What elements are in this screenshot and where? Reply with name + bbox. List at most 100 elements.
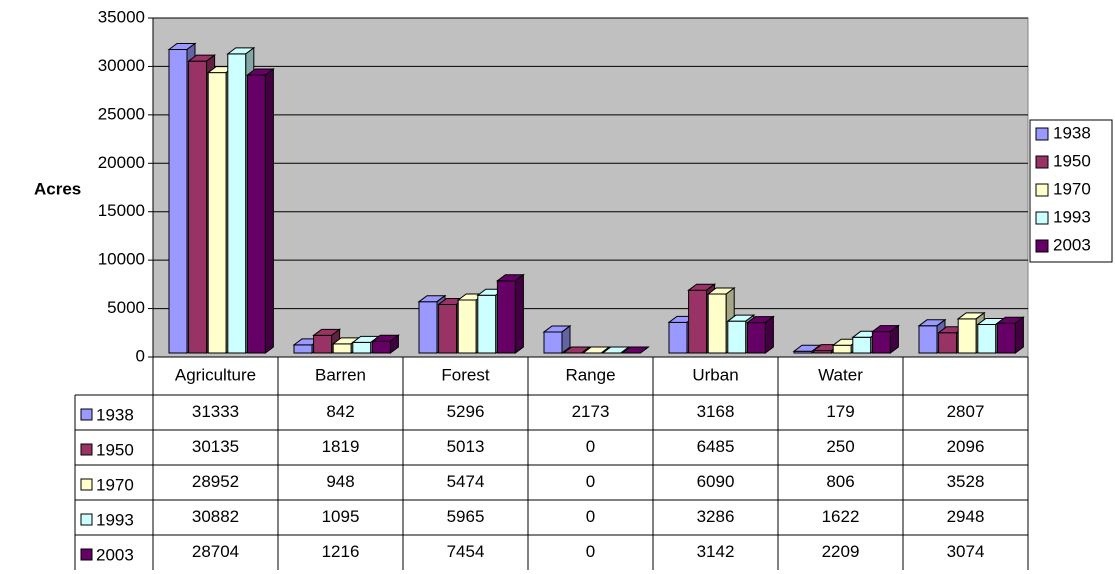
bar-side <box>640 346 649 354</box>
bar-front <box>207 72 227 354</box>
y-tick-label: 5000 <box>107 298 145 317</box>
bar-side <box>600 346 610 354</box>
bar-front <box>496 280 516 354</box>
bar <box>620 346 650 354</box>
bar-side-shade <box>390 335 399 353</box>
table-legend-key <box>80 478 93 491</box>
legend-key <box>1035 155 1049 169</box>
bar-front <box>852 336 872 354</box>
table-legend-key <box>80 513 93 526</box>
bar-front <box>313 334 333 354</box>
table-cell: 0 <box>586 472 595 491</box>
table-cell: 2096 <box>947 437 985 456</box>
bar-front <box>227 53 247 354</box>
bar <box>581 346 611 354</box>
bar-side <box>764 315 774 354</box>
y-axis-label: Acres <box>34 179 81 198</box>
bar-front <box>246 74 266 354</box>
x-tick-label: Urban <box>692 365 738 384</box>
table-cell: 179 <box>826 402 854 421</box>
table-cell: 2173 <box>572 402 610 421</box>
bar-side <box>264 67 274 354</box>
table-cell: 5965 <box>447 507 485 526</box>
plot-wall <box>152 17 1029 358</box>
table-series-name: 1970 <box>96 475 134 494</box>
bar-front <box>918 325 938 354</box>
y-tick-label: 20000 <box>98 153 145 172</box>
bar-side <box>889 324 899 354</box>
bar-front <box>371 340 391 354</box>
bar-front <box>438 303 458 354</box>
table-cell: 28952 <box>192 472 239 491</box>
bar-side <box>514 273 524 354</box>
x-tick-label: Agriculture <box>175 365 256 384</box>
legend-key <box>1035 239 1049 253</box>
table-cell: 3074 <box>947 542 985 561</box>
bar-front <box>938 332 958 354</box>
bar-front <box>352 341 372 354</box>
legend-label: 1938 <box>1053 123 1091 142</box>
table-cell: 6485 <box>697 437 735 456</box>
bar-side-shade <box>1015 317 1024 353</box>
table-cell: 3528 <box>947 472 985 491</box>
table-cell: 0 <box>586 542 595 561</box>
x-tick-label: Water <box>818 365 863 384</box>
bar <box>995 316 1025 354</box>
bar-front <box>668 321 688 354</box>
y-tick-label: 35000 <box>98 7 145 26</box>
legend-label: 1970 <box>1053 179 1091 198</box>
bar-side <box>581 346 590 354</box>
table-cell: 2209 <box>822 542 860 561</box>
y-tick-label: 10000 <box>98 250 145 269</box>
bar-front <box>957 318 977 354</box>
x-tick-label: Barren <box>315 365 366 384</box>
table-cell: 6090 <box>697 472 735 491</box>
table-legend-key <box>80 408 93 421</box>
bar-front <box>871 331 891 354</box>
bar-front <box>543 331 563 354</box>
bar <box>542 324 572 354</box>
legend-label: 1993 <box>1053 207 1091 226</box>
bar <box>370 334 400 354</box>
legend-key <box>1035 211 1049 225</box>
table-cell: 1095 <box>322 507 360 526</box>
bar-side-shade <box>515 274 524 353</box>
bar-side <box>1014 316 1024 354</box>
bar-side <box>620 346 630 354</box>
legend-label: 1950 <box>1053 151 1091 170</box>
table-cell: 3168 <box>697 402 735 421</box>
legend-key <box>1035 127 1049 141</box>
table-legend-key <box>80 548 93 561</box>
y-tick-label: 0 <box>136 346 145 365</box>
bar-front <box>727 320 747 354</box>
table-cell: 5013 <box>447 437 485 456</box>
table-cell: 2807 <box>947 402 985 421</box>
table-cell: 1622 <box>822 507 860 526</box>
bar-front <box>977 323 997 354</box>
table-cell: 3142 <box>697 542 735 561</box>
x-tick-label: Forest <box>441 365 489 384</box>
table-cell: 7454 <box>447 542 485 561</box>
table-series-name: 1993 <box>96 510 134 529</box>
table-cell: 3286 <box>697 507 735 526</box>
bar-front <box>332 343 352 354</box>
table-cell: 30135 <box>192 437 239 456</box>
y-tick-label: 15000 <box>98 201 145 220</box>
x-tick-label: Range <box>565 365 615 384</box>
bar <box>601 346 631 354</box>
table-cell: 1819 <box>322 437 360 456</box>
bar <box>495 273 525 354</box>
table-cell: 5474 <box>447 472 485 491</box>
table-cell: 1216 <box>322 542 360 561</box>
table-series-name: 1938 <box>96 405 134 424</box>
legend-label: 2003 <box>1053 235 1091 254</box>
table-cell: 0 <box>586 437 595 456</box>
bar-front <box>832 344 852 354</box>
bar-side-shade <box>265 68 274 353</box>
bar-front <box>293 344 313 354</box>
y-tick-label: 25000 <box>98 104 145 123</box>
table-cell: 948 <box>326 472 354 491</box>
bar-side-shade <box>765 316 774 353</box>
table-cell: 31333 <box>192 402 239 421</box>
